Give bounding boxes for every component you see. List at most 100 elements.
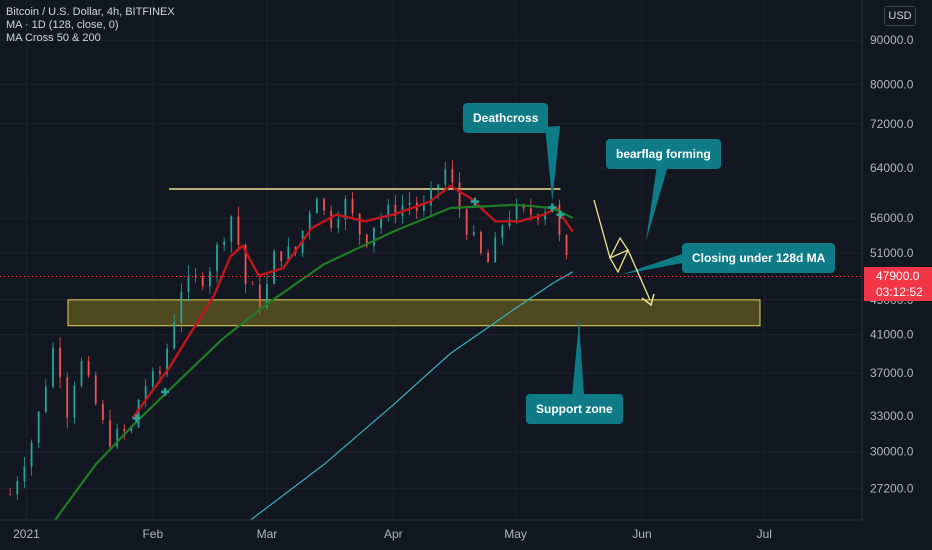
candle-body [66, 377, 69, 418]
y-tick-label: 27200.0 [870, 481, 914, 495]
candle-body [430, 188, 432, 206]
x-tick-label: Feb [142, 527, 163, 541]
pointer-bearflag [646, 165, 668, 241]
candle-body [251, 283, 254, 285]
candle-body [451, 168, 454, 183]
candle-body [52, 347, 54, 387]
candle-body [337, 219, 340, 228]
moving-average-lines [54, 184, 574, 521]
candle-body [223, 241, 226, 245]
candle-body [116, 428, 119, 447]
candle-body [201, 276, 204, 287]
candle-body [130, 427, 133, 432]
ma-cross-marker [132, 414, 141, 423]
candle-body [280, 251, 283, 261]
candle-body [365, 234, 368, 246]
ma-cross-marker [161, 387, 170, 396]
candle-body [230, 216, 233, 242]
candle-body [394, 204, 397, 216]
last-price-tag: 47900.0 03:12:52 [864, 267, 932, 302]
y-tick-label: 80000.0 [870, 77, 914, 91]
candle-body [30, 442, 33, 467]
projection-arrow-line [593, 199, 651, 301]
candle-body [266, 284, 268, 307]
candle-body [73, 385, 76, 418]
candle-body [166, 348, 168, 375]
indicator-ma-128[interactable]: MA · 1D (128, close, 0) [6, 19, 119, 31]
candle-body [522, 205, 525, 209]
bar-countdown: 03:12:52 [876, 285, 923, 300]
currency-button[interactable]: USD [884, 6, 916, 26]
candle-body [444, 168, 447, 185]
callout-bearflag[interactable]: bearflag forming [606, 139, 721, 169]
x-tick-label: 2021 [13, 527, 40, 541]
x-tick-label: Apr [384, 527, 403, 541]
ma-50-line [131, 184, 574, 420]
candle-body [23, 466, 26, 482]
candle-body [544, 211, 547, 220]
y-tick-label: 64000.0 [870, 161, 914, 175]
indicator-ma-cross[interactable]: MA Cross 50 & 200 [6, 32, 101, 44]
candle-body [508, 219, 511, 227]
candle-body [373, 227, 375, 246]
time-axis[interactable]: 2021 Feb Mar Apr May Jun Jul [13, 527, 772, 541]
candle-body [529, 208, 532, 215]
y-tick-label: 41000.0 [870, 328, 914, 342]
callout-closing-under-ma[interactable]: Closing under 128d MA [682, 243, 836, 273]
last-price-value: 47900.0 [876, 269, 920, 284]
candle-body [358, 213, 361, 235]
candle-body [494, 237, 497, 263]
price-axis[interactable]: 27200.030000.033000.037000.041000.045000… [870, 33, 914, 495]
candle-body [458, 182, 461, 210]
symbol-title[interactable]: Bitcoin / U.S. Dollar, 4h, BITFINEX [6, 6, 175, 18]
x-tick-label: Jul [757, 527, 772, 541]
ma-128d-line [250, 271, 574, 521]
candle-body [237, 216, 240, 245]
candle-body [187, 275, 190, 292]
ma-cross-marker [548, 203, 557, 212]
candle-body [422, 205, 425, 211]
candle-body [109, 419, 111, 447]
y-tick-label: 72000.0 [870, 117, 914, 131]
ma-cross-marker [556, 210, 565, 219]
callout-support-zone[interactable]: Support zone [526, 394, 623, 424]
candle-body [87, 360, 90, 376]
candle-body [151, 370, 154, 387]
pointer-deathcross [545, 126, 560, 202]
y-tick-label: 30000.0 [870, 445, 914, 459]
candle-body [208, 271, 211, 287]
x-tick-label: Jun [632, 527, 651, 541]
candle-body [80, 360, 83, 386]
candle-body [351, 199, 354, 214]
candle-body [437, 184, 440, 189]
candle-body [59, 347, 61, 378]
candle-body [565, 234, 568, 255]
candle-body [137, 399, 140, 428]
y-tick-label: 37000.0 [870, 366, 914, 380]
candle-body [287, 246, 290, 261]
ma-cross-marker [470, 197, 479, 206]
candle-body [44, 386, 47, 412]
candle-body [380, 217, 382, 228]
projection-arrow-head [641, 293, 655, 307]
x-tick-label: Mar [257, 527, 278, 541]
candle-body [101, 403, 104, 420]
support-zone-box [67, 299, 761, 327]
candle-body [273, 251, 275, 285]
candle-body [216, 244, 218, 272]
candle-body [9, 493, 12, 495]
candle-body [173, 322, 176, 349]
candle-body [330, 210, 333, 228]
candle-body [37, 411, 40, 443]
callout-deathcross[interactable]: Deathcross [463, 103, 549, 133]
candle-body [344, 199, 347, 220]
x-tick-label: May [504, 527, 527, 541]
candle-body [515, 205, 518, 220]
pointer-closing [622, 252, 688, 275]
candle-body [123, 428, 126, 432]
candle-body [194, 275, 197, 277]
candle-body [465, 209, 468, 235]
chart-legend: Bitcoin / U.S. Dollar, 4h, BITFINEX MA ·… [6, 6, 175, 45]
